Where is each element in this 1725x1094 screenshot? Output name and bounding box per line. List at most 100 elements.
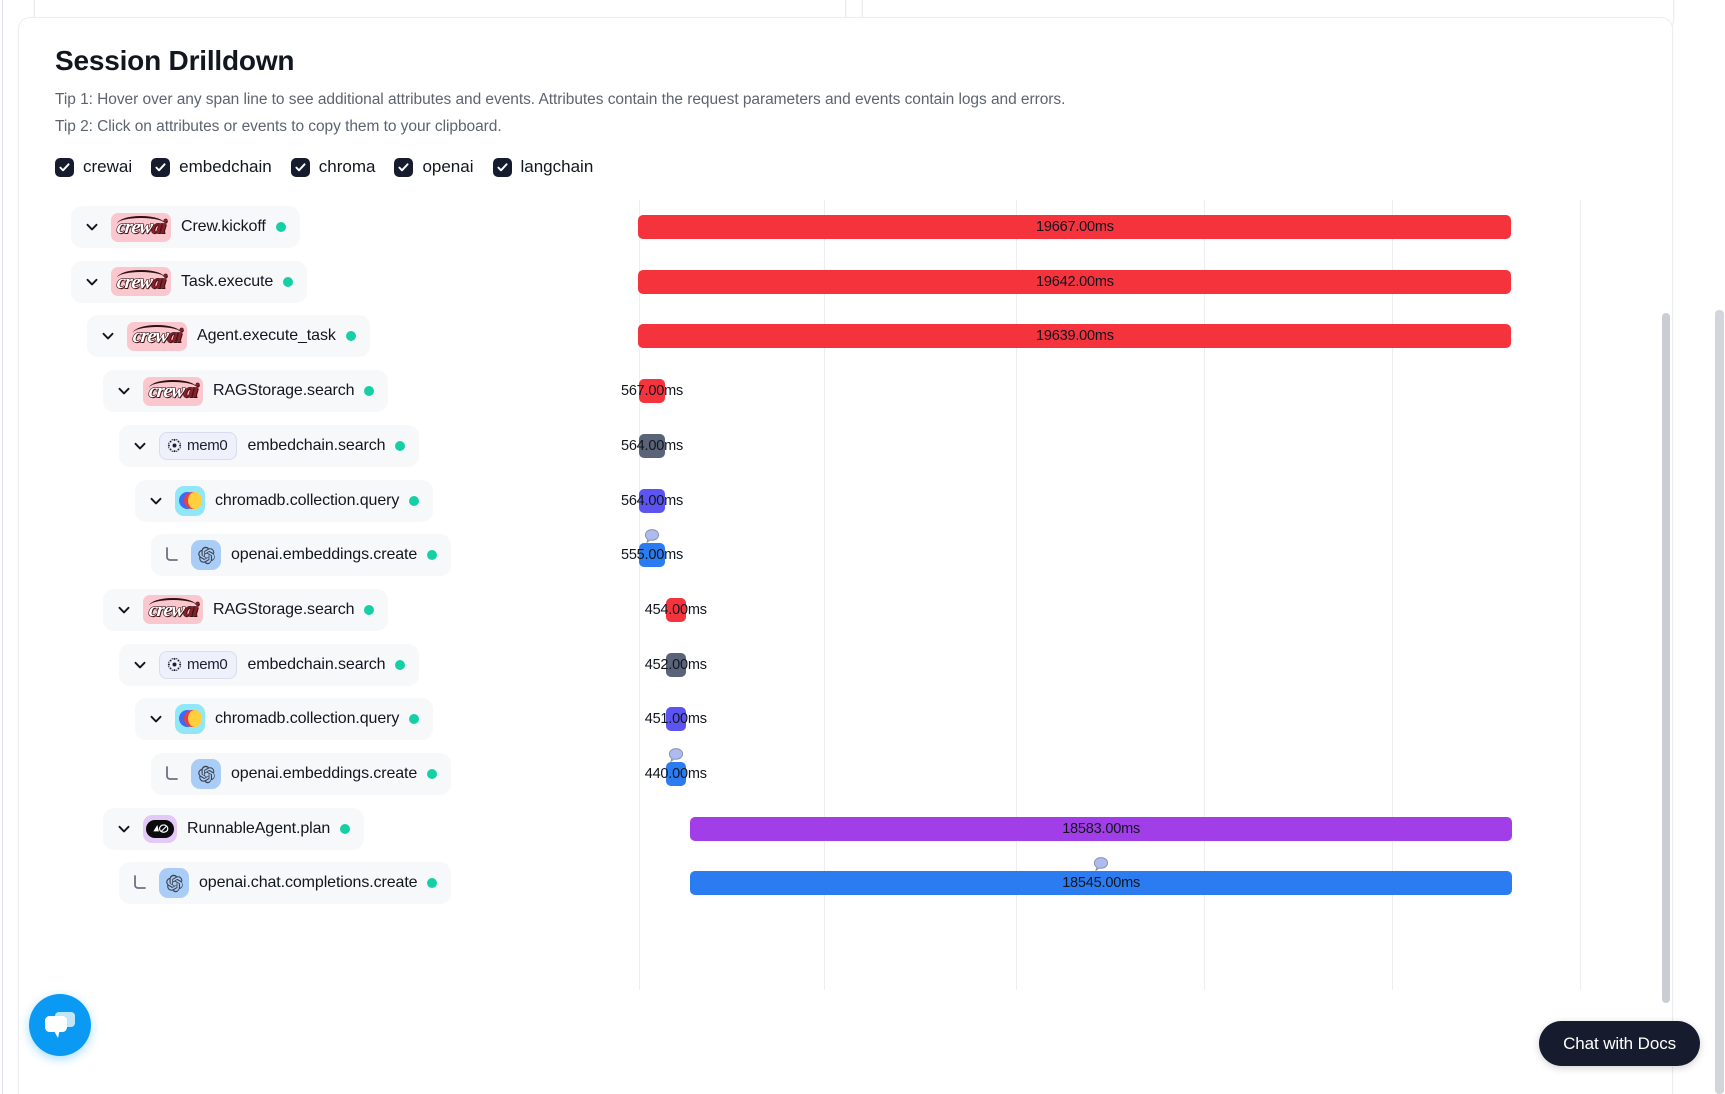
span-row[interactable]: RunnableAgent.plan 18583.00ms: [19, 802, 1674, 857]
status-dot: [395, 440, 406, 451]
span-name: Agent.execute_task: [197, 327, 336, 345]
checkbox-crewai[interactable]: [55, 157, 74, 177]
span-row[interactable]: crewai RAGStorage.search 567.00ms: [19, 364, 1674, 419]
status-dot: [345, 331, 356, 342]
trace-scrollbar-thumb[interactable]: [1662, 313, 1670, 1003]
tree-branch-icon: [129, 872, 151, 894]
span-bar[interactable]: 19642.00ms: [638, 269, 1512, 294]
span-bar[interactable]: 567.00ms: [621, 379, 683, 404]
chromadb-logo-icon: [175, 704, 205, 735]
span-bar[interactable]: 18583.00ms: [689, 816, 1513, 841]
span-name: Crew.kickoff: [181, 218, 266, 235]
span-bar[interactable]: 564.00ms: [621, 433, 683, 458]
checkbox-langchain[interactable]: [492, 157, 512, 177]
span-name: RAGStorage.search: [213, 382, 355, 400]
span-label-Agent.execute_task[interactable]: crewai Agent.execute_task: [87, 315, 370, 358]
filter-label-embedchain: embedchain: [179, 157, 272, 176]
span-label-openai.embeddings.create[interactable]: openai.embeddings.create: [151, 753, 452, 795]
span-label-RAGStorage.search[interactable]: crewai RAGStorage.search: [103, 588, 389, 631]
span-duration-label: 451.00ms: [644, 711, 707, 728]
gridline-1: [823, 200, 825, 990]
span-bar[interactable]: 451.00ms: [645, 707, 707, 732]
span-row[interactable]: chromadb.collection.query 564.00ms: [19, 474, 1674, 529]
span-name: openai.embeddings.create: [231, 765, 418, 782]
event-bubble-icon[interactable]: [643, 528, 661, 546]
crewai-logo-icon: crewai: [111, 267, 171, 297]
crewai-logo-icon: crewai: [143, 376, 203, 406]
span-bar[interactable]: 440.00ms: [645, 762, 707, 786]
page-vertical-scrollbar[interactable]: [1715, 310, 1724, 1094]
event-bubble-icon[interactable]: [667, 747, 685, 765]
filter-label-openai: openai: [422, 157, 474, 176]
filter-label-crewai: crewai: [83, 157, 133, 176]
span-row[interactable]: chromadb.collection.query 451.00ms: [19, 692, 1674, 747]
tip-line-1: Tip 1: Hover over any span line to see a…: [55, 91, 1066, 108]
span-row[interactable]: crewai Task.execute 19642.00ms: [19, 255, 1674, 310]
chevron-down-icon[interactable]: [81, 271, 103, 293]
span-name: embedchain.search: [247, 655, 386, 673]
span-bar[interactable]: 454.00ms: [645, 597, 707, 622]
span-bar[interactable]: 19639.00ms: [638, 324, 1512, 349]
span-label-chromadb.collection.query[interactable]: chromadb.collection.query: [135, 698, 434, 741]
span-bar[interactable]: 18545.00ms: [689, 871, 1513, 896]
checkbox-embedchain[interactable]: [151, 157, 171, 177]
tree-branch-icon: [161, 544, 183, 566]
status-dot: [275, 222, 286, 232]
span-label-embedchain.search[interactable]: mem0 embedchain.search: [119, 424, 420, 467]
span-bar[interactable]: 19667.00ms: [638, 215, 1512, 239]
span-row[interactable]: openai.chat.completions.create 18545.00ms: [19, 856, 1674, 911]
chat-with-docs-button[interactable]: Chat with Docs: [1539, 1021, 1700, 1066]
mem0-logo-icon: mem0: [159, 431, 238, 460]
span-row[interactable]: openai.embeddings.create 555.00ms: [19, 528, 1674, 583]
span-label-openai.chat.completions.create[interactable]: openai.chat.completions.create: [119, 862, 452, 905]
span-label-embedchain.search[interactable]: mem0 embedchain.search: [119, 643, 420, 686]
chat-bubbles-icon[interactable]: [29, 994, 91, 1056]
event-bubble-icon[interactable]: [1092, 856, 1110, 874]
span-name: Task.execute: [181, 272, 274, 290]
chevron-down-icon[interactable]: [81, 216, 103, 238]
timeline-gridlines: [620, 200, 1590, 990]
span-name: embedchain.search: [247, 436, 386, 454]
chevron-down-icon[interactable]: [145, 708, 167, 730]
chevron-down-icon[interactable]: [113, 818, 135, 840]
span-label-Task.execute[interactable]: crewai Task.execute: [71, 260, 308, 303]
chevron-down-icon[interactable]: [113, 380, 135, 402]
span-row[interactable]: mem0 embedchain.search 452.00ms: [19, 638, 1674, 693]
span-row[interactable]: crewai Agent.execute_task 19639.00ms: [19, 309, 1674, 364]
span-bar[interactable]: 555.00ms: [621, 543, 683, 568]
checkbox-openai[interactable]: [394, 157, 414, 177]
chevron-down-icon[interactable]: [129, 654, 151, 676]
span-label-RAGStorage.search[interactable]: crewai RAGStorage.search: [103, 370, 389, 413]
status-dot: [427, 769, 438, 779]
page-scrollbar-thumb[interactable]: [1715, 310, 1724, 1094]
tip-line-2: Tip 2: Click on attributes or events to …: [55, 118, 502, 135]
span-bar[interactable]: 452.00ms: [645, 652, 707, 677]
span-row[interactable]: openai.embeddings.create 440.00ms: [19, 747, 1674, 802]
chevron-down-icon[interactable]: [129, 435, 151, 457]
span-row[interactable]: crewai RAGStorage.search 454.00ms: [19, 583, 1674, 638]
gridline-4: [1392, 200, 1394, 990]
filter-openai[interactable]: openai: [394, 157, 474, 177]
span-duration-label: 18545.00ms: [1062, 875, 1140, 892]
chevron-down-icon[interactable]: [97, 325, 119, 347]
span-name: RAGStorage.search: [213, 600, 355, 618]
filter-chroma[interactable]: chroma: [290, 157, 375, 177]
span-bar[interactable]: 564.00ms: [621, 488, 683, 513]
span-name: openai.chat.completions.create: [199, 874, 418, 892]
span-row[interactable]: mem0 embedchain.search 564.00ms: [19, 419, 1674, 474]
chevron-down-icon[interactable]: [145, 490, 167, 512]
span-row[interactable]: crewai Crew.kickoff 19667.00ms: [19, 200, 1674, 255]
filter-langchain[interactable]: langchain: [492, 157, 593, 177]
span-label-Crew.kickoff[interactable]: crewai Crew.kickoff: [71, 206, 300, 248]
status-dot: [340, 823, 351, 834]
checkbox-chroma[interactable]: [290, 157, 310, 177]
trace-vertical-scrollbar[interactable]: [1662, 313, 1670, 1003]
span-label-RunnableAgent.plan[interactable]: RunnableAgent.plan: [103, 807, 365, 850]
chevron-down-icon[interactable]: [113, 599, 135, 621]
span-label-chromadb.collection.query[interactable]: chromadb.collection.query: [135, 479, 434, 522]
span-duration-label: 18583.00ms: [1062, 820, 1140, 837]
filter-crewai[interactable]: crewai: [55, 157, 132, 177]
span-label-openai.embeddings.create[interactable]: openai.embeddings.create: [151, 534, 452, 577]
page-title: Session Drilldown: [55, 45, 295, 76]
filter-embedchain[interactable]: embedchain: [151, 157, 272, 177]
